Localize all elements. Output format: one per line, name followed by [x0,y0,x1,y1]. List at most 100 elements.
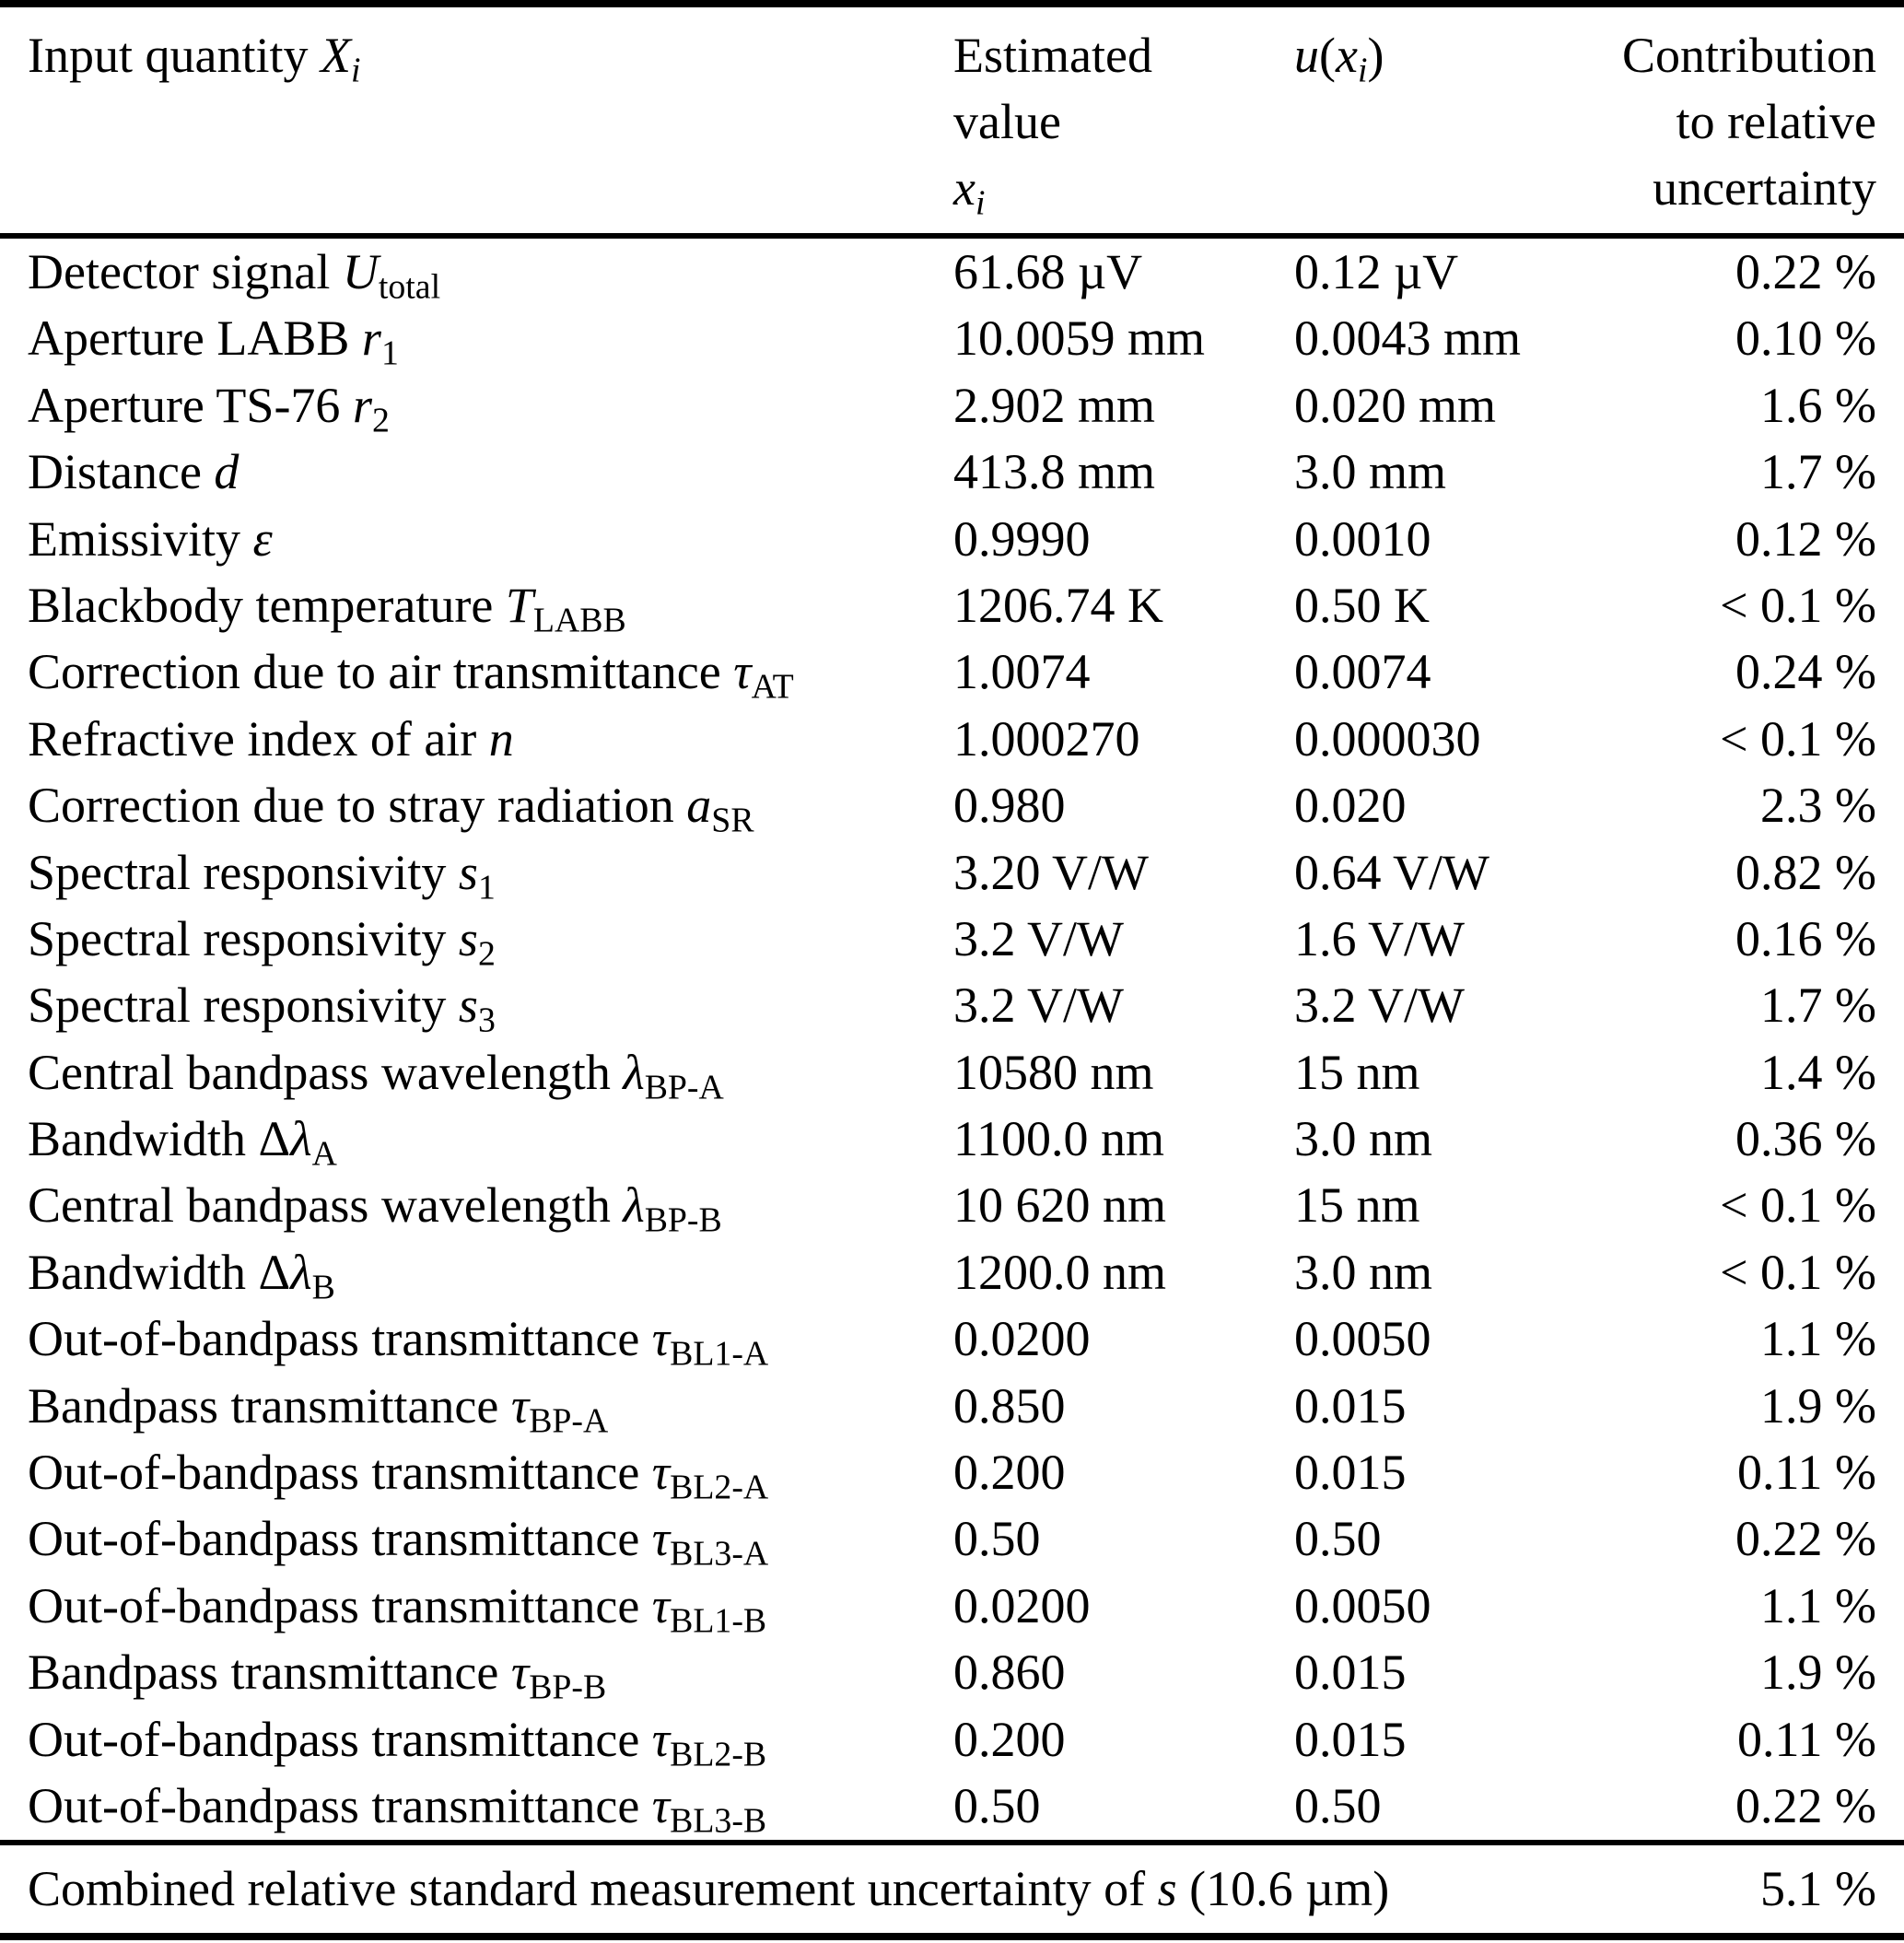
table-row: Central bandpass wavelength λBP-A 10580 n… [0,1039,1904,1106]
text-run: Refractive index of air [28,710,489,767]
math-variable: τ [651,1311,671,1367]
row-label: Aperture TS-76 r2 [0,372,953,439]
row-contribution: 0.36 % [1735,1111,1876,1167]
row-uncertainty: 0.0050 [1294,1577,1431,1633]
math-variable: s [458,977,478,1034]
row-uncertainty: 0.0050 [1294,1311,1431,1367]
row-contribution: 1.7 % [1760,444,1876,500]
row-estimated-value: 1.0074 [953,644,1091,700]
row-estimated-value: 0.50 [953,1777,1041,1833]
math-variable: λ [290,1244,312,1300]
table-row: Out-of-bandpass transmittance τBL2-B 0.20… [0,1706,1904,1773]
table-row: Aperture TS-76 r2 2.902 mm 0.020 mm 1.6 % [0,372,1904,439]
text-run: Bandpass transmittance [28,1645,511,1701]
top-rule [0,0,1904,7]
table-row: Blackbody temperature TLABB 1206.74 K 0.50… [0,572,1904,638]
row-estimated-value: 0.0200 [953,1577,1091,1633]
header-u-xi-line: u(xi) [1294,22,1571,88]
row-contribution: 1.9 % [1760,1377,1876,1434]
bottom-rule [0,1933,1904,1940]
table-row: Central bandpass wavelength λBP-B 10 620 … [0,1172,1904,1238]
math-variable: ε [252,510,273,567]
text-run: Correction due to stray radiation [28,778,687,834]
text-run: ( [1319,28,1336,83]
text-run: Input quantity [28,28,321,83]
row-uncertainty: 0.64 V/W [1294,844,1489,900]
row-contribution: 0.11 % [1737,1711,1876,1767]
text-run: Combined relative standard measurement u… [28,1861,1158,1916]
math-subscript: BP-A [644,1068,724,1107]
text-run: Central bandpass wavelength [28,1044,624,1100]
row-label: Aperture LABB r1 [0,305,953,371]
header-input-quantity-line: Input quantity Xi [28,22,953,88]
math-subscript: A [311,1134,337,1174]
row-label: Correction due to stray radiation aSR [0,772,953,838]
row-label: Detector signal Utotal [0,239,953,305]
row-label: Out-of-bandpass transmittance τBL3-A [0,1505,953,1572]
math-subscript: AT [751,667,794,707]
row-estimated-value: 0.850 [953,1377,1066,1434]
math-subscript: BP-B [644,1201,722,1241]
row-uncertainty: 0.50 [1294,1777,1382,1833]
math-variable: λ [623,1044,645,1100]
math-variable: s [458,844,478,900]
row-estimated-value: 0.0200 [953,1311,1091,1367]
row-uncertainty: 3.0 nm [1294,1111,1433,1167]
text-run: Distance [28,444,215,500]
row-label: Bandpass transmittance τBP-A [0,1373,953,1439]
math-subscript: SR [711,801,754,840]
table-row: Detector signal Utotal 61.68 µV 0.12 µV 0.2… [0,239,1904,305]
row-label: Bandwidth ΔλA [0,1106,953,1172]
table-row: Aperture LABB r1 10.0059 mm 0.0043 mm 0.10 … [0,305,1904,371]
header-estimated-value-line1: Estimated [953,22,1294,88]
math-variable: τ [651,1577,671,1633]
row-label: Central bandpass wavelength λBP-A [0,1039,953,1106]
math-variable: τ [510,1645,530,1701]
math-variable: r [361,310,381,367]
math-variable: U [342,244,379,299]
row-estimated-value: 0.50 [953,1511,1041,1567]
row-uncertainty: 0.015 [1294,1711,1407,1767]
row-uncertainty: 0.020 mm [1294,377,1497,433]
table-row: Spectral responsivity s2 3.2 V/W 1.6 V/W 0.… [0,906,1904,972]
text-run: Out-of-bandpass transmittance [28,1577,652,1633]
header-estimated-value-line2: value [953,88,1294,155]
row-estimated-value: 3.2 V/W [953,977,1124,1034]
table-row: Bandpass transmittance τBP-A 0.850 0.015 1.… [0,1373,1904,1439]
text-run: Emissivity [28,510,253,567]
text-run: Aperture TS-76 [28,377,353,433]
row-contribution: 1.6 % [1760,377,1876,433]
row-uncertainty: 3.0 nm [1294,1244,1433,1300]
math-variable: τ [651,1511,671,1567]
table-row: Out-of-bandpass transmittance τBL1-A 0.02… [0,1305,1904,1372]
text-run: Spectral responsivity [28,977,459,1034]
text-run: Blackbody temperature [28,577,506,633]
row-estimated-value: 3.2 V/W [953,910,1124,966]
math-subscript: BL3-B [670,1801,767,1841]
row-estimated-value: 1206.74 K [953,577,1163,633]
math-subscript: 1 [477,868,496,907]
math-variable: τ [651,1777,671,1833]
table-row: Out-of-bandpass transmittance τBL3-B 0.50… [0,1773,1904,1839]
row-contribution: 0.22 % [1735,1777,1876,1833]
math-variable: X [320,28,351,83]
row-estimated-value: 1200.0 nm [953,1244,1167,1300]
math-subscript: BL2-A [670,1468,769,1507]
math-variable: i [1357,51,1368,90]
table-row: Bandwidth ΔλA 1100.0 nm 3.0 nm 0.36 % [0,1106,1904,1172]
row-contribution: 1.4 % [1760,1044,1876,1100]
row-contribution: 0.10 % [1735,310,1876,367]
math-variable: u [1294,28,1319,83]
row-uncertainty: 0.000030 [1294,710,1481,767]
math-variable: τ [510,1377,530,1434]
header-separator-rule [0,233,1904,239]
row-label: Distance d [0,439,953,505]
row-estimated-value: 0.200 [953,1711,1066,1767]
row-uncertainty: 0.015 [1294,1445,1407,1501]
row-uncertainty: 0.015 [1294,1645,1407,1701]
header-contribution: Contribution to relative uncertainty [1571,22,1904,233]
math-subscript: BP-A [529,1401,609,1441]
table-row: Correction due to stray radiation aSR 0.9… [0,772,1904,838]
row-uncertainty: 15 nm [1294,1177,1420,1234]
